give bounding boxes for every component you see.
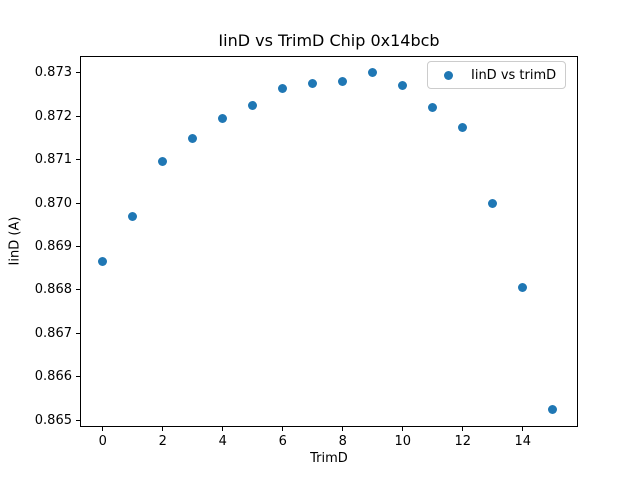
- data-point: [98, 257, 108, 267]
- data-point: [368, 68, 378, 78]
- y-tick-mark: [76, 245, 80, 247]
- x-tick-label: 14: [514, 434, 532, 449]
- data-point: [458, 122, 468, 132]
- y-tick-label: 0.869: [34, 238, 72, 254]
- data-point: [428, 103, 438, 113]
- x-tick-mark: [282, 427, 284, 431]
- y-axis-label: IinD (A): [7, 216, 23, 266]
- x-tick-mark: [522, 427, 524, 431]
- x-tick-mark: [402, 427, 404, 431]
- plot-area: [80, 56, 578, 427]
- chart-title: IinD vs TrimD Chip 0x14bcb: [218, 31, 440, 50]
- data-point: [128, 211, 138, 221]
- x-tick-mark: [222, 427, 224, 431]
- y-tick-label: 0.872: [34, 108, 72, 124]
- x-tick-mark: [102, 427, 104, 431]
- y-tick-mark: [76, 376, 80, 378]
- legend-label: IinD vs trimD: [471, 67, 557, 83]
- x-tick-mark: [162, 427, 164, 431]
- data-point: [188, 133, 198, 143]
- x-tick-label: 10: [394, 434, 412, 449]
- x-tick-mark: [462, 427, 464, 431]
- x-tick-label: 6: [278, 434, 287, 449]
- data-point: [488, 198, 498, 208]
- x-tick-mark: [342, 427, 344, 431]
- x-tick-label: 12: [454, 434, 472, 449]
- data-point: [158, 157, 168, 167]
- x-axis-label: TrimD: [310, 451, 348, 466]
- data-point: [548, 404, 558, 414]
- data-point: [248, 100, 258, 110]
- data-point: [218, 113, 228, 123]
- y-tick-label: 0.868: [34, 282, 72, 298]
- y-tick-mark: [76, 332, 80, 334]
- data-point: [338, 77, 348, 87]
- data-point: [308, 79, 318, 89]
- y-tick-label: 0.871: [34, 152, 72, 168]
- legend: IinD vs trimD: [427, 61, 566, 89]
- y-tick-label: 0.870: [34, 195, 72, 211]
- legend-marker-icon: [444, 70, 453, 80]
- y-tick-mark: [76, 289, 80, 291]
- y-tick-mark: [76, 115, 80, 117]
- y-tick-mark: [76, 419, 80, 421]
- y-tick-label: 0.865: [34, 412, 72, 428]
- x-tick-label: 4: [218, 434, 227, 449]
- x-tick-label: 2: [158, 434, 167, 449]
- data-point: [278, 83, 288, 93]
- y-tick-label: 0.873: [34, 65, 72, 81]
- x-tick-label: 0: [98, 434, 107, 449]
- y-tick-label: 0.867: [34, 325, 72, 341]
- y-tick-mark: [76, 202, 80, 204]
- y-tick-mark: [76, 159, 80, 161]
- y-tick-mark: [76, 72, 80, 74]
- data-point: [398, 81, 408, 91]
- x-tick-label: 8: [338, 434, 347, 449]
- y-tick-label: 0.866: [34, 369, 72, 385]
- data-point: [518, 283, 528, 293]
